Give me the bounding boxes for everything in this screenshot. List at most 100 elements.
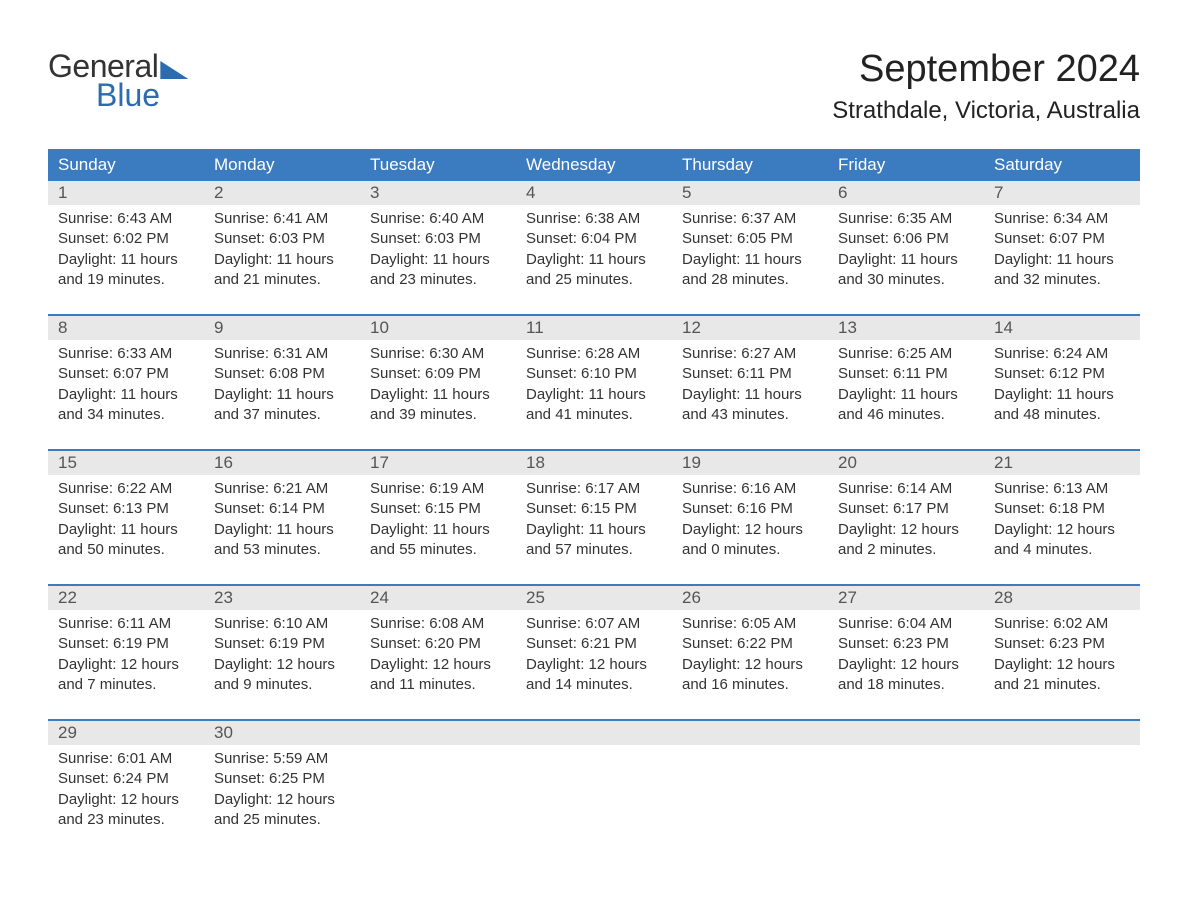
sunset-text: Sunset: 6:15 PM xyxy=(370,499,506,519)
sunrise-text: Sunrise: 6:01 AM xyxy=(58,749,194,769)
day-cell: 17Sunrise: 6:19 AMSunset: 6:15 PMDayligh… xyxy=(360,451,516,568)
sunset-text: Sunset: 6:11 PM xyxy=(838,364,974,384)
day-number: 9 xyxy=(204,316,360,340)
sunset-text: Sunset: 6:07 PM xyxy=(994,229,1130,249)
day-number xyxy=(516,721,672,745)
day-cell: 28Sunrise: 6:02 AMSunset: 6:23 PMDayligh… xyxy=(984,586,1140,703)
sunset-text: Sunset: 6:16 PM xyxy=(682,499,818,519)
week-gap xyxy=(48,298,1140,314)
day-info: Sunrise: 6:11 AMSunset: 6:19 PMDaylight:… xyxy=(48,610,204,703)
week-row: 1Sunrise: 6:43 AMSunset: 6:02 PMDaylight… xyxy=(48,181,1140,298)
day-number: 24 xyxy=(360,586,516,610)
day-cell: 15Sunrise: 6:22 AMSunset: 6:13 PMDayligh… xyxy=(48,451,204,568)
day-cell: 26Sunrise: 6:05 AMSunset: 6:22 PMDayligh… xyxy=(672,586,828,703)
weekday-wednesday: Wednesday xyxy=(516,149,672,181)
day-number: 19 xyxy=(672,451,828,475)
day-cell: 16Sunrise: 6:21 AMSunset: 6:14 PMDayligh… xyxy=(204,451,360,568)
daylight-text: Daylight: 11 hours and 39 minutes. xyxy=(370,385,506,426)
sunset-text: Sunset: 6:19 PM xyxy=(214,634,350,654)
day-cell: 14Sunrise: 6:24 AMSunset: 6:12 PMDayligh… xyxy=(984,316,1140,433)
day-cell xyxy=(828,721,984,838)
day-number: 22 xyxy=(48,586,204,610)
sunset-text: Sunset: 6:12 PM xyxy=(994,364,1130,384)
daylight-text: Daylight: 11 hours and 19 minutes. xyxy=(58,250,194,291)
sunrise-text: Sunrise: 6:28 AM xyxy=(526,344,662,364)
day-cell: 1Sunrise: 6:43 AMSunset: 6:02 PMDaylight… xyxy=(48,181,204,298)
week-gap xyxy=(48,703,1140,719)
daylight-text: Daylight: 11 hours and 30 minutes. xyxy=(838,250,974,291)
day-number: 8 xyxy=(48,316,204,340)
day-info: Sunrise: 6:22 AMSunset: 6:13 PMDaylight:… xyxy=(48,475,204,568)
sunrise-text: Sunrise: 6:21 AM xyxy=(214,479,350,499)
day-number: 29 xyxy=(48,721,204,745)
sunrise-text: Sunrise: 6:33 AM xyxy=(58,344,194,364)
day-cell: 5Sunrise: 6:37 AMSunset: 6:05 PMDaylight… xyxy=(672,181,828,298)
weekday-saturday: Saturday xyxy=(984,149,1140,181)
sunset-text: Sunset: 6:23 PM xyxy=(838,634,974,654)
day-info: Sunrise: 6:33 AMSunset: 6:07 PMDaylight:… xyxy=(48,340,204,433)
day-cell: 8Sunrise: 6:33 AMSunset: 6:07 PMDaylight… xyxy=(48,316,204,433)
sunset-text: Sunset: 6:06 PM xyxy=(838,229,974,249)
day-number: 14 xyxy=(984,316,1140,340)
day-info: Sunrise: 6:24 AMSunset: 6:12 PMDaylight:… xyxy=(984,340,1140,433)
day-number xyxy=(360,721,516,745)
day-info: Sunrise: 6:13 AMSunset: 6:18 PMDaylight:… xyxy=(984,475,1140,568)
sunrise-text: Sunrise: 6:11 AM xyxy=(58,614,194,634)
daylight-text: Daylight: 11 hours and 57 minutes. xyxy=(526,520,662,561)
weekday-friday: Friday xyxy=(828,149,984,181)
week-row: 8Sunrise: 6:33 AMSunset: 6:07 PMDaylight… xyxy=(48,314,1140,433)
daylight-text: Daylight: 12 hours and 11 minutes. xyxy=(370,655,506,696)
day-cell: 25Sunrise: 6:07 AMSunset: 6:21 PMDayligh… xyxy=(516,586,672,703)
sunset-text: Sunset: 6:05 PM xyxy=(682,229,818,249)
daylight-text: Daylight: 11 hours and 41 minutes. xyxy=(526,385,662,426)
sunrise-text: Sunrise: 6:31 AM xyxy=(214,344,350,364)
day-cell: 4Sunrise: 6:38 AMSunset: 6:04 PMDaylight… xyxy=(516,181,672,298)
sunrise-text: Sunrise: 6:05 AM xyxy=(682,614,818,634)
sunrise-text: Sunrise: 6:40 AM xyxy=(370,209,506,229)
day-info: Sunrise: 6:17 AMSunset: 6:15 PMDaylight:… xyxy=(516,475,672,568)
day-number: 5 xyxy=(672,181,828,205)
day-cell: 20Sunrise: 6:14 AMSunset: 6:17 PMDayligh… xyxy=(828,451,984,568)
weeks-container: 1Sunrise: 6:43 AMSunset: 6:02 PMDaylight… xyxy=(48,181,1140,838)
day-cell: 11Sunrise: 6:28 AMSunset: 6:10 PMDayligh… xyxy=(516,316,672,433)
day-info: Sunrise: 6:27 AMSunset: 6:11 PMDaylight:… xyxy=(672,340,828,433)
day-number xyxy=(828,721,984,745)
day-cell: 9Sunrise: 6:31 AMSunset: 6:08 PMDaylight… xyxy=(204,316,360,433)
sunrise-text: Sunrise: 6:07 AM xyxy=(526,614,662,634)
daylight-text: Daylight: 11 hours and 37 minutes. xyxy=(214,385,350,426)
sunset-text: Sunset: 6:17 PM xyxy=(838,499,974,519)
day-number: 4 xyxy=(516,181,672,205)
sunset-text: Sunset: 6:11 PM xyxy=(682,364,818,384)
weekday-header-row: Sunday Monday Tuesday Wednesday Thursday… xyxy=(48,149,1140,181)
day-number: 23 xyxy=(204,586,360,610)
day-info: Sunrise: 6:25 AMSunset: 6:11 PMDaylight:… xyxy=(828,340,984,433)
sunrise-text: Sunrise: 6:38 AM xyxy=(526,209,662,229)
day-cell xyxy=(984,721,1140,838)
sunrise-text: Sunrise: 6:14 AM xyxy=(838,479,974,499)
day-cell: 29Sunrise: 6:01 AMSunset: 6:24 PMDayligh… xyxy=(48,721,204,838)
day-cell: 23Sunrise: 6:10 AMSunset: 6:19 PMDayligh… xyxy=(204,586,360,703)
sunrise-text: Sunrise: 5:59 AM xyxy=(214,749,350,769)
daylight-text: Daylight: 11 hours and 25 minutes. xyxy=(526,250,662,291)
day-number: 26 xyxy=(672,586,828,610)
sunset-text: Sunset: 6:07 PM xyxy=(58,364,194,384)
title-block: September 2024 Strathdale, Victoria, Aus… xyxy=(832,48,1140,125)
daylight-text: Daylight: 12 hours and 0 minutes. xyxy=(682,520,818,561)
day-info: Sunrise: 6:14 AMSunset: 6:17 PMDaylight:… xyxy=(828,475,984,568)
week-row: 29Sunrise: 6:01 AMSunset: 6:24 PMDayligh… xyxy=(48,719,1140,838)
day-number: 28 xyxy=(984,586,1140,610)
week-row: 15Sunrise: 6:22 AMSunset: 6:13 PMDayligh… xyxy=(48,449,1140,568)
daylight-text: Daylight: 12 hours and 14 minutes. xyxy=(526,655,662,696)
day-number: 13 xyxy=(828,316,984,340)
day-info: Sunrise: 5:59 AMSunset: 6:25 PMDaylight:… xyxy=(204,745,360,838)
day-number: 30 xyxy=(204,721,360,745)
day-info: Sunrise: 6:02 AMSunset: 6:23 PMDaylight:… xyxy=(984,610,1140,703)
day-cell: 22Sunrise: 6:11 AMSunset: 6:19 PMDayligh… xyxy=(48,586,204,703)
day-number: 10 xyxy=(360,316,516,340)
day-number: 11 xyxy=(516,316,672,340)
sunrise-text: Sunrise: 6:41 AM xyxy=(214,209,350,229)
day-info: Sunrise: 6:01 AMSunset: 6:24 PMDaylight:… xyxy=(48,745,204,838)
day-cell: 30Sunrise: 5:59 AMSunset: 6:25 PMDayligh… xyxy=(204,721,360,838)
day-number: 20 xyxy=(828,451,984,475)
sunset-text: Sunset: 6:23 PM xyxy=(994,634,1130,654)
